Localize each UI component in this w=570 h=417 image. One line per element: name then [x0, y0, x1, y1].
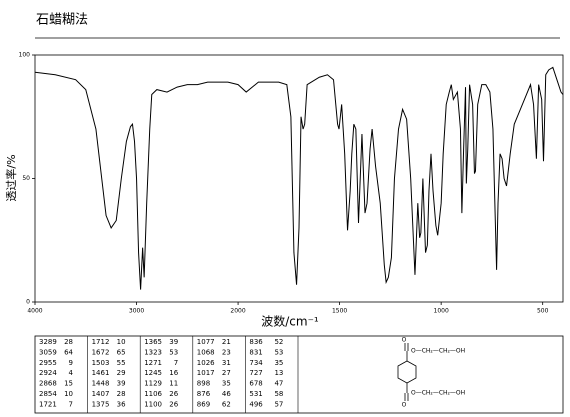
x-tick-label: 4000 [27, 308, 42, 315]
peak-transmittance: 62 [222, 400, 231, 408]
x-tick-label: 500 [537, 308, 549, 315]
plot-frame [34, 54, 564, 303]
peak-transmittance: 27 [222, 369, 231, 377]
peak-wavenumber: 1448 [92, 380, 110, 388]
peak-wavenumber: 2955 [39, 359, 57, 367]
peak-wavenumber: 869 [197, 400, 210, 408]
peak-wavenumber: 1672 [92, 348, 110, 356]
peak-wavenumber: 1026 [197, 359, 215, 367]
peak-transmittance: 35 [274, 359, 283, 367]
peak-transmittance: 53 [274, 348, 283, 356]
table-frame [34, 335, 564, 414]
peak-wavenumber: 1365 [144, 338, 162, 346]
substituent-label: O—CH₂—CH₂—OH [411, 348, 465, 355]
peak-wavenumber: 1068 [197, 348, 215, 356]
peak-transmittance: 64 [64, 348, 73, 356]
peak-transmittance: 26 [169, 390, 178, 398]
peak-transmittance: 47 [274, 380, 283, 388]
peak-transmittance: 53 [169, 348, 178, 356]
peak-wavenumber: 1375 [92, 400, 110, 408]
peak-wavenumber: 727 [249, 369, 262, 377]
atom-label: O [402, 337, 407, 344]
peak-wavenumber: 496 [249, 400, 263, 408]
peak-transmittance: 7 [174, 359, 178, 367]
peak-wavenumber: 1407 [92, 390, 110, 398]
peak-wavenumber: 1106 [144, 390, 162, 398]
peak-wavenumber: 1503 [92, 359, 110, 367]
peak-wavenumber: 1271 [144, 359, 162, 367]
peak-wavenumber: 734 [249, 359, 263, 367]
peak-wavenumber: 3289 [39, 338, 57, 346]
peak-transmittance: 29 [117, 369, 126, 377]
peak-transmittance: 36 [117, 400, 126, 408]
substituent-label: O—CH₂—CH₂—OH [411, 390, 465, 397]
peak-wavenumber: 2868 [39, 380, 57, 388]
peak-transmittance: 10 [64, 390, 73, 398]
peak-wavenumber: 2854 [39, 390, 57, 398]
spectrum-line [34, 66, 564, 290]
peak-wavenumber: 1721 [39, 400, 57, 408]
x-tick-label: 3000 [129, 308, 144, 315]
peak-transmittance: 65 [117, 348, 126, 356]
peak-wavenumber: 1017 [197, 369, 215, 377]
peak-transmittance: 57 [274, 400, 283, 408]
peak-wavenumber: 831 [249, 348, 262, 356]
y-tick-label: 100 [19, 52, 31, 59]
peak-wavenumber: 3059 [39, 348, 57, 356]
peak-transmittance: 39 [117, 380, 126, 388]
atom-label: O [402, 402, 407, 409]
y-tick-label: 0 [26, 299, 30, 306]
benzene-ring [397, 360, 417, 384]
peak-wavenumber: 1245 [144, 369, 162, 377]
peak-transmittance: 58 [274, 390, 283, 398]
peak-transmittance: 23 [222, 348, 231, 356]
peak-transmittance: 21 [222, 338, 231, 346]
x-tick-label: 1500 [332, 308, 347, 315]
peak-transmittance: 55 [117, 359, 126, 367]
peak-wavenumber: 876 [197, 390, 211, 398]
peak-wavenumber: 1712 [92, 338, 110, 346]
peak-wavenumber: 1323 [144, 348, 162, 356]
peak-wavenumber: 2924 [39, 369, 57, 377]
peak-transmittance: 16 [169, 369, 178, 377]
peak-transmittance: 35 [222, 380, 231, 388]
peak-transmittance: 10 [117, 338, 126, 346]
peak-wavenumber: 1100 [144, 400, 162, 408]
peak-wavenumber: 1461 [92, 369, 110, 377]
peak-transmittance: 39 [169, 338, 178, 346]
peak-transmittance: 11 [169, 380, 178, 388]
y-tick-label: 50 [22, 175, 30, 182]
peak-transmittance: 46 [222, 390, 231, 398]
peak-wavenumber: 836 [249, 338, 263, 346]
peak-wavenumber: 1077 [197, 338, 215, 346]
peak-transmittance: 28 [64, 338, 73, 346]
x-tick-label: 1000 [434, 308, 449, 315]
peak-transmittance: 9 [69, 359, 73, 367]
x-tick-label: 2000 [230, 308, 245, 315]
peak-transmittance: 52 [274, 338, 283, 346]
x-axis-label: 波数/cm⁻¹ [261, 314, 319, 329]
y-axis-label: 透过率/% [4, 154, 18, 201]
peak-transmittance: 31 [222, 359, 231, 367]
chart-title: 石蜡糊法 [36, 12, 88, 28]
peak-wavenumber: 898 [197, 380, 210, 388]
peak-transmittance: 13 [274, 369, 283, 377]
structure-drawing [397, 343, 417, 401]
peak-transmittance: 15 [64, 380, 73, 388]
peak-transmittance: 28 [117, 390, 126, 398]
peak-wavenumber: 678 [249, 380, 262, 388]
peak-transmittance: 26 [169, 400, 178, 408]
peak-wavenumber: 1129 [144, 380, 162, 388]
peak-transmittance: 7 [69, 400, 73, 408]
peak-wavenumber: 531 [249, 390, 262, 398]
peak-transmittance: 4 [69, 369, 74, 377]
